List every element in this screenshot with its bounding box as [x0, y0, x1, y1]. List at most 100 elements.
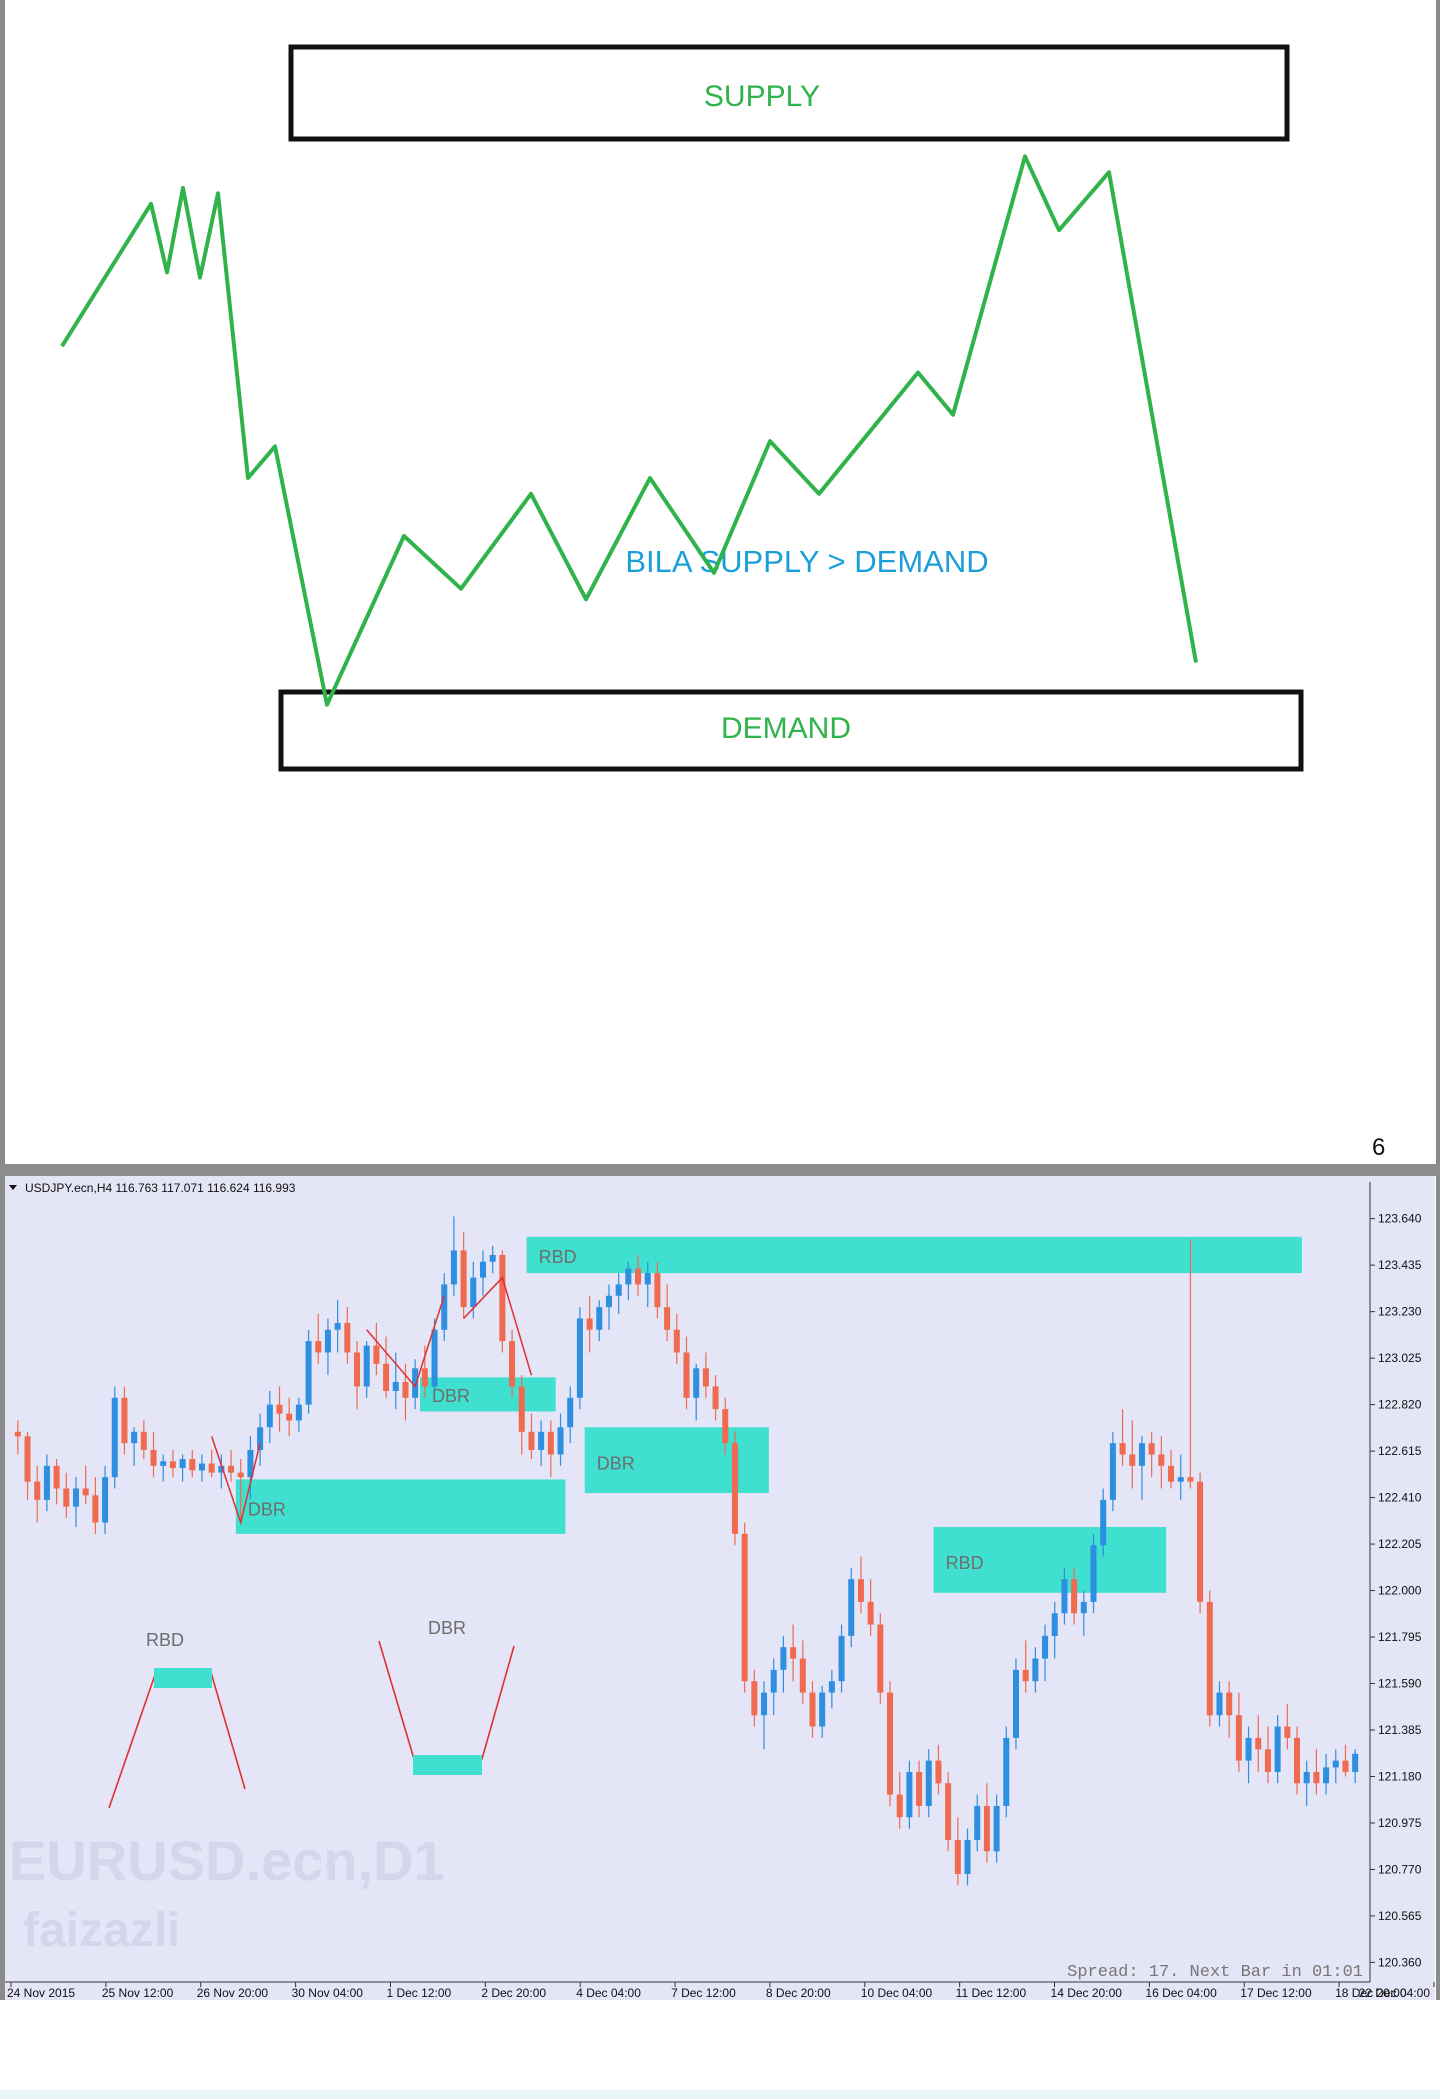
candle [1313, 1749, 1320, 1795]
zones-layer: DBR DBR RBD DBR RBD [235, 1236, 1302, 1593]
time-tick-label: 7 Dec 12:00 [671, 1986, 736, 2000]
candle [102, 1465, 109, 1534]
legend-rbd-sketch: RBD [108, 1630, 246, 1809]
candle [1206, 1590, 1213, 1727]
candle [1003, 1726, 1010, 1818]
time-tick-label: 14 Dec 20:00 [1051, 1986, 1123, 2000]
candle [993, 1794, 1000, 1863]
candle [547, 1420, 554, 1478]
candle [1129, 1420, 1136, 1489]
zone-rbd-2 [526, 1236, 1302, 1274]
candle [722, 1397, 729, 1455]
candle [286, 1397, 293, 1437]
supply-label: SUPPLY [704, 80, 820, 113]
candle [354, 1341, 361, 1410]
price-tick-label: 123.640 [1378, 1212, 1422, 1226]
candle [770, 1658, 777, 1716]
candle [131, 1427, 138, 1466]
candle [518, 1375, 525, 1455]
candle [615, 1273, 622, 1314]
candle [567, 1386, 574, 1444]
candle [266, 1391, 273, 1444]
candle [790, 1624, 797, 1682]
price-tick-label: 123.435 [1378, 1258, 1422, 1272]
zone-label: DBR [432, 1386, 470, 1406]
candle [441, 1273, 448, 1342]
price-tick-label: 122.000 [1378, 1584, 1422, 1598]
price-tick-label: 122.615 [1378, 1444, 1422, 1458]
candle [169, 1449, 176, 1478]
price-tick-label: 121.590 [1378, 1677, 1422, 1691]
zone-dbr-0 [235, 1479, 566, 1534]
candle [1109, 1431, 1116, 1512]
legend-dbr-sketch: DBR [378, 1618, 515, 1775]
candle [974, 1794, 981, 1852]
candle [392, 1352, 399, 1410]
candle [160, 1454, 167, 1482]
candle [228, 1449, 235, 1482]
candle [247, 1436, 254, 1500]
candle [257, 1413, 264, 1466]
candle [14, 1420, 21, 1455]
candle [867, 1579, 874, 1636]
candle [431, 1318, 438, 1391]
candle [557, 1413, 564, 1466]
chart-menu-arrow-icon[interactable] [9, 1185, 17, 1190]
candle [1245, 1726, 1252, 1784]
candle [896, 1771, 903, 1829]
candle [140, 1420, 147, 1460]
candle [305, 1329, 312, 1414]
candle [761, 1681, 768, 1750]
price-tick-label: 121.180 [1378, 1769, 1422, 1783]
candle [198, 1454, 205, 1482]
time-axis: 24 Nov 2015 25 Nov 12:00 26 Nov 20:00 30 No… [7, 1982, 1435, 2000]
candle [189, 1449, 196, 1478]
time-tick-label: 22 Dec 04:00 [1359, 1986, 1431, 2000]
candle [1187, 1239, 1194, 1489]
price-tick-label: 122.820 [1378, 1398, 1422, 1412]
legend-dbr-label: DBR [428, 1618, 466, 1638]
candle [848, 1567, 855, 1648]
candle [731, 1431, 738, 1546]
price-tick-label: 120.770 [1378, 1862, 1422, 1876]
candle [693, 1363, 700, 1421]
candle [644, 1261, 651, 1308]
candle [1119, 1409, 1126, 1466]
candle [983, 1783, 990, 1863]
candle [702, 1352, 709, 1398]
candle [315, 1313, 322, 1364]
price-tick-label: 121.385 [1378, 1723, 1422, 1737]
time-tick-label: 1 Dec 12:00 [386, 1986, 451, 2000]
candle [1284, 1703, 1291, 1750]
candle [383, 1336, 390, 1398]
candle [1264, 1726, 1271, 1784]
candle [150, 1431, 157, 1478]
candle [664, 1284, 671, 1342]
candle [63, 1472, 70, 1518]
candle [92, 1477, 99, 1534]
candles-layer [14, 1216, 1359, 1886]
candle [1216, 1681, 1223, 1727]
status-text: Spread: 17. Next Bar in 01:01 [1067, 1963, 1363, 1982]
time-tick-label: 17 Dec 12:00 [1240, 1986, 1312, 2000]
bottom-margin [0, 2000, 1440, 2099]
candle [460, 1232, 467, 1319]
candle [237, 1459, 244, 1523]
candle [1197, 1472, 1204, 1614]
candle [1090, 1533, 1097, 1614]
candle [954, 1817, 961, 1886]
candle [53, 1459, 60, 1505]
candle [1138, 1436, 1145, 1500]
sketch-stroke [210, 1436, 261, 1526]
candle [1226, 1681, 1233, 1738]
candle [819, 1685, 826, 1738]
candle [479, 1250, 487, 1296]
candle [877, 1613, 884, 1704]
zone-rbd-4 [933, 1527, 1167, 1593]
candle [1294, 1726, 1301, 1795]
price-tick-label: 123.025 [1378, 1351, 1422, 1365]
candle [402, 1363, 409, 1421]
candle [43, 1454, 50, 1512]
time-tick-label: 11 Dec 12:00 [956, 1986, 1027, 2000]
candle [1274, 1715, 1281, 1784]
